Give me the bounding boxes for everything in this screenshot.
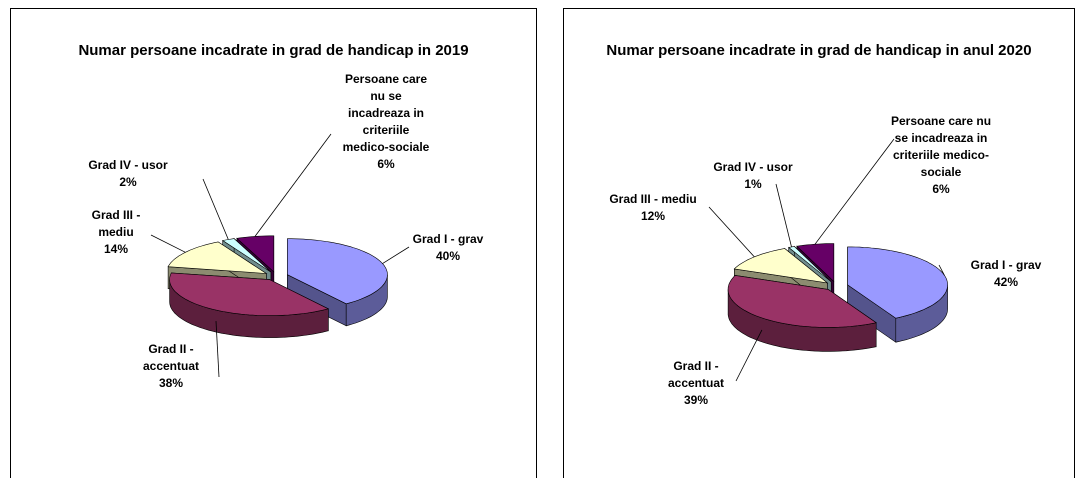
leader-line — [938, 264, 945, 276]
value-label: 42% — [993, 275, 1019, 289]
value-label: 38% — [158, 376, 184, 390]
category-label: Grad III - mediu — [91, 208, 141, 239]
slice-top — [796, 243, 835, 283]
category-label: Grad IV - usor — [713, 160, 793, 174]
value-label: 12% — [640, 209, 666, 223]
leader-line — [382, 246, 410, 264]
slice-label: Grad IV - usor 2% — [73, 157, 183, 191]
value-label: 40% — [435, 249, 461, 263]
slice-top — [287, 238, 388, 305]
chart-panel: Grad I - grav 42% Grad II - accentuat 39% Gr… — [563, 8, 1075, 478]
pie-slice — [727, 275, 877, 352]
pie-slice — [847, 246, 948, 343]
value-label: 2% — [119, 175, 137, 189]
leader-line — [215, 321, 220, 378]
category-label: Grad I - grav — [970, 258, 1042, 272]
value-label: 1% — [744, 177, 762, 191]
leader-line — [708, 206, 755, 258]
category-label: Persoane care nu se incadreaza in criter… — [890, 114, 992, 179]
chart-panel: Grad I - grav 40% Grad II - accentuat 38% Gr… — [10, 8, 537, 478]
category-label: Grad III - mediu — [609, 192, 697, 206]
slice-label: Grad IV - usor 1% — [698, 159, 808, 193]
chart-title: Numar persoane incadrate in grad de hand… — [606, 42, 1032, 59]
category-label: Grad II - accentuat — [667, 359, 725, 390]
category-label: Grad IV - usor — [88, 158, 168, 172]
pie-slice — [169, 272, 330, 338]
leader-line — [254, 133, 332, 237]
category-label: Grad II - accentuat — [142, 342, 200, 373]
slice-top — [236, 235, 275, 273]
category-label: Persoane care nu se incadreaza in criter… — [342, 72, 430, 154]
slice-top — [167, 241, 268, 274]
category-label: Grad I - grav — [412, 232, 484, 246]
chart-title: Numar persoane incadrate in grad de hand… — [78, 42, 469, 59]
value-label: 6% — [377, 157, 395, 171]
leader-line — [202, 178, 229, 240]
slice-label: Persoane care nu se incadreaza in criter… — [338, 71, 434, 173]
slice-top — [169, 272, 330, 316]
slice-top — [727, 275, 877, 328]
value-label: 6% — [932, 182, 950, 196]
slice-label: Persoane care nu se incadreaza in criter… — [886, 113, 996, 198]
value-label: 14% — [103, 242, 129, 256]
slice-label: Grad II - accentuat 38% — [131, 341, 211, 392]
slice-label: Grad I - grav 42% — [951, 257, 1061, 291]
leader-line — [150, 234, 186, 253]
slice-label: Grad III - mediu 14% — [76, 207, 156, 258]
slice-label: Grad II - accentuat 39% — [656, 358, 736, 409]
leader-line — [735, 329, 763, 382]
slice-label: Grad I - grav 40% — [393, 231, 503, 265]
pie-slice — [287, 238, 388, 327]
leader-line — [814, 138, 895, 245]
value-label: 39% — [683, 393, 709, 407]
pie-plot — [150, 133, 410, 378]
pie-plot — [708, 138, 948, 382]
leader-line — [775, 183, 792, 248]
slice-label: Grad III - mediu 12% — [598, 191, 708, 225]
